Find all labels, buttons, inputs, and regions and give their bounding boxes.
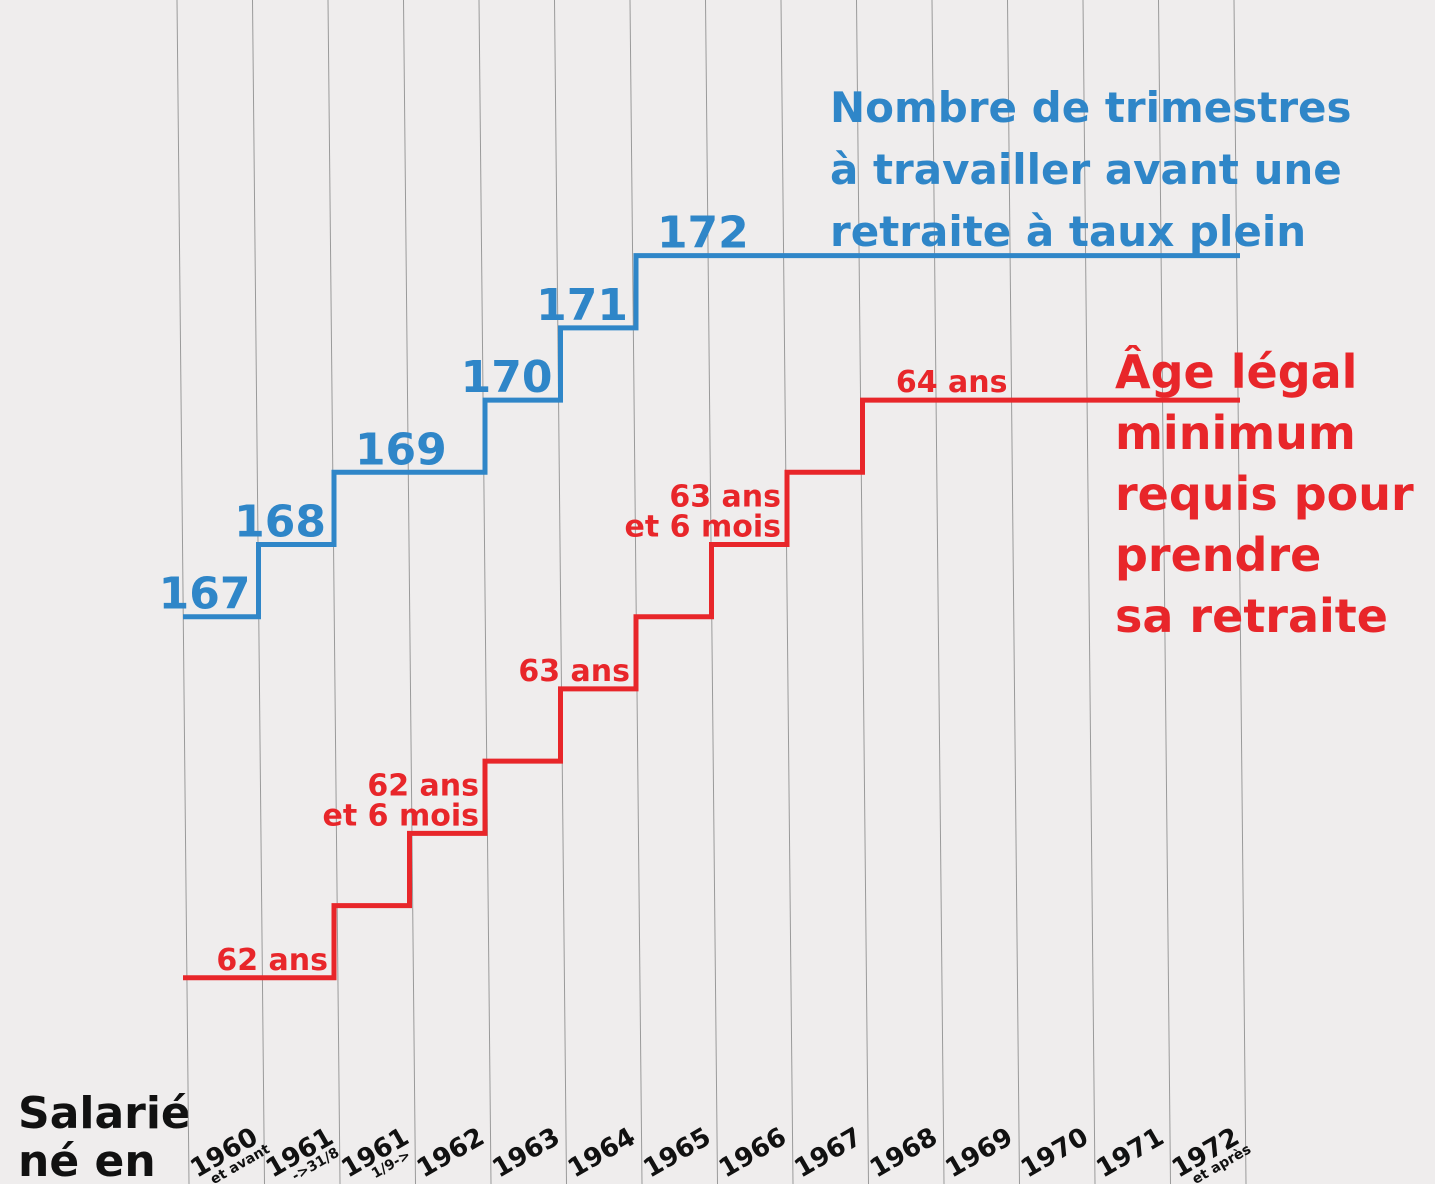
value-label: 167 (159, 569, 251, 620)
value-label: et 6 mois (625, 510, 781, 545)
x-axis-label: né en (18, 1136, 156, 1184)
chart: Salarié né en 1960et avant1961->31/81961… (0, 0, 1435, 1184)
value-label: 62 ans (216, 943, 328, 978)
series-label: à travailler avant une (830, 145, 1342, 194)
value-label: 171 (536, 280, 628, 331)
value-label: 64 ans (896, 365, 1008, 400)
value-label: 172 (657, 208, 749, 259)
x-axis-label: Salarié (18, 1088, 191, 1139)
value-label: 168 (234, 497, 326, 548)
series-label: Nombre de trimestres (830, 83, 1352, 132)
value-label: 170 (461, 352, 553, 403)
series-label: prendre (1115, 528, 1321, 582)
value-label: et 6 mois (323, 798, 479, 833)
value-label: 169 (355, 424, 447, 475)
series-label: minimum (1115, 406, 1356, 460)
series-label: Âge légal (1115, 345, 1357, 399)
series-label: retraite à taux plein (830, 207, 1306, 256)
value-label: 63 ans (518, 654, 630, 689)
series-label: sa retraite (1115, 589, 1388, 643)
series-label: requis pour (1115, 467, 1414, 521)
